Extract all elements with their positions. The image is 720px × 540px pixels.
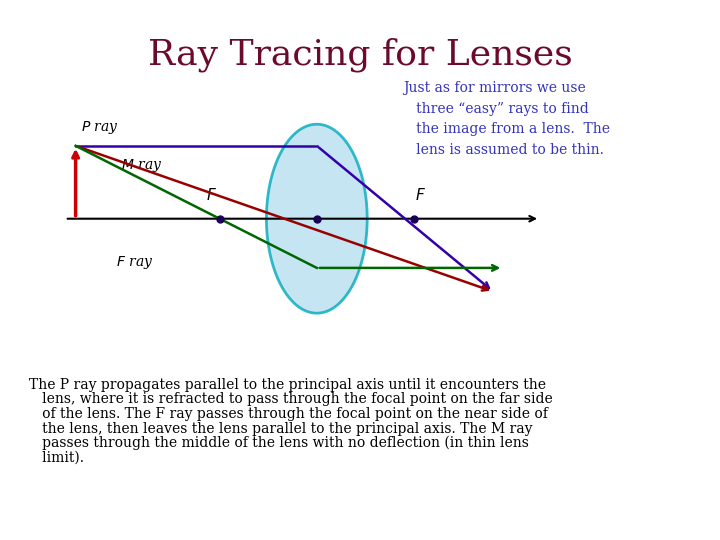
Text: $M$ ray: $M$ ray [121, 157, 162, 174]
Text: Just as for mirrors we use
   three “easy” rays to find
   the image from a lens: Just as for mirrors we use three “easy” … [403, 81, 611, 157]
Text: lens, where it is refracted to pass through the focal point on the far side: lens, where it is refracted to pass thro… [29, 393, 552, 407]
Text: $P$ ray: $P$ ray [81, 119, 118, 136]
Text: $F$: $F$ [206, 187, 217, 202]
Text: The P ray propagates parallel to the principal axis until it encounters the: The P ray propagates parallel to the pri… [29, 378, 546, 392]
Text: $F$: $F$ [415, 187, 426, 202]
Text: limit).: limit). [29, 450, 84, 464]
Text: the lens, then leaves the lens parallel to the principal axis. The M ray: the lens, then leaves the lens parallel … [29, 422, 532, 435]
Text: of the lens. The F ray passes through the focal point on the near side of: of the lens. The F ray passes through th… [29, 407, 548, 421]
Text: Ray Tracing for Lenses: Ray Tracing for Lenses [148, 38, 572, 72]
Polygon shape [266, 124, 367, 313]
Text: passes through the middle of the lens with no deflection (in thin lens: passes through the middle of the lens wi… [29, 436, 528, 450]
Text: $F$ ray: $F$ ray [116, 254, 153, 271]
